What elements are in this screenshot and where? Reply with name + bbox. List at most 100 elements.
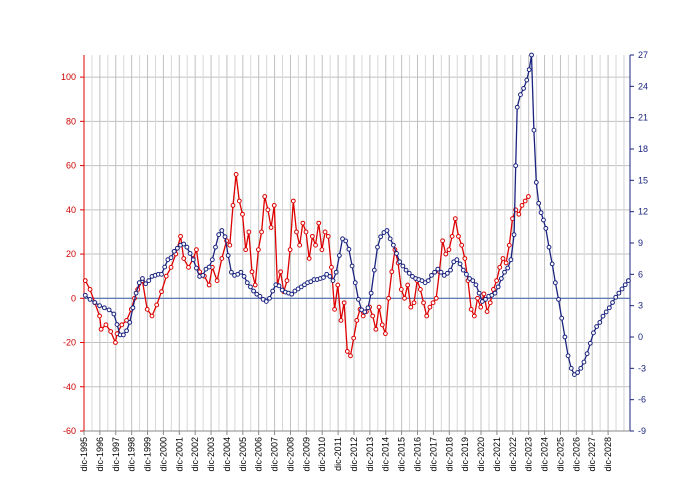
axes: [80, 54, 634, 435]
red-series-point: [290, 198, 296, 204]
x-tick-label: dic-2023: [524, 437, 534, 472]
red-series-point: [278, 269, 284, 275]
blue-series-point: [538, 210, 544, 216]
blue-series-point: [330, 278, 336, 284]
blue-series-point: [101, 305, 107, 311]
blue-series-point: [127, 319, 133, 325]
red-series-point: [163, 273, 169, 279]
red-series-point: [262, 194, 268, 199]
red-series-point: [300, 220, 306, 226]
red-series-point: [427, 304, 433, 310]
red-series-point: [144, 306, 150, 312]
red-series-point: [252, 282, 258, 288]
red-series-point: [497, 264, 503, 270]
blue-series-point: [476, 290, 482, 296]
blue-series-point: [248, 284, 253, 290]
x-tick-label: dic-1997: [111, 437, 121, 472]
blue-series-point: [578, 365, 584, 371]
x-tick-label: dic-1999: [143, 437, 153, 472]
blue-series-point: [219, 228, 225, 233]
blue-series-point: [591, 330, 596, 336]
red-series-point: [255, 247, 261, 253]
red-series-point: [214, 278, 220, 284]
red-series-point: [194, 247, 199, 253]
blue-series-point: [457, 261, 463, 267]
red-series-point: [119, 322, 125, 328]
blue-series-point: [292, 288, 298, 294]
blue-series-point: [587, 340, 593, 346]
red-series-point: [478, 304, 484, 310]
x-tick-label: dic-2015: [397, 437, 407, 472]
blue-series-point: [454, 257, 460, 263]
blue-series-point: [483, 297, 488, 302]
left-tick-label: 40: [66, 205, 76, 215]
left-tick-label: 80: [66, 116, 76, 126]
red-series-point: [154, 302, 160, 308]
blue-series-point: [556, 297, 561, 302]
blue-series-point: [159, 271, 164, 277]
blue-series-point: [518, 92, 523, 98]
red-series-point: [386, 295, 392, 301]
blue-series-point: [200, 272, 206, 278]
blue-series-point: [216, 232, 222, 238]
blue-series-point: [174, 245, 180, 251]
blue-series-point: [244, 280, 250, 286]
blue-series-point: [222, 234, 228, 240]
red-series-point: [354, 318, 360, 323]
red-series-point: [506, 242, 512, 248]
right-tick-label: 15: [638, 175, 648, 185]
blue-series-point: [362, 309, 368, 315]
x-tick-label: dic-2003: [206, 437, 216, 472]
blue-series-point: [390, 242, 396, 248]
right-tick-label: 9: [638, 238, 643, 248]
x-tick-label: dic-2010: [317, 437, 327, 472]
blue-series-point: [327, 274, 333, 279]
blue-series-point: [378, 234, 384, 240]
red-series-point: [484, 309, 490, 314]
red-series-point: [325, 233, 331, 239]
left-tick-label: -40: [63, 382, 76, 392]
red-series-point: [227, 242, 233, 248]
right-tick-label: 0: [638, 332, 643, 342]
blue-series-point: [508, 257, 514, 263]
blue-series-point: [492, 290, 498, 296]
red-series-point: [452, 216, 458, 222]
red-series-point: [379, 322, 385, 328]
blue-series-point: [626, 278, 631, 284]
blue-series-point: [603, 309, 609, 315]
blue-series-point: [206, 264, 212, 270]
blue-series-point: [619, 286, 625, 292]
blue-series-point: [298, 284, 304, 290]
blue-series-point: [464, 271, 469, 277]
red-series-point: [186, 264, 191, 270]
blue-series-point: [541, 217, 546, 223]
blue-series-point: [502, 269, 507, 275]
blue-series-point: [308, 279, 314, 285]
blue-series-point: [489, 292, 495, 298]
red-series-point: [383, 331, 388, 337]
blue-series-point: [321, 275, 326, 280]
blue-series-point: [92, 300, 98, 305]
blue-series-point: [438, 269, 444, 275]
red-series-point: [475, 295, 480, 301]
red-series-point: [149, 313, 155, 319]
blue-series-point: [254, 291, 260, 297]
blue-series-point: [521, 86, 526, 91]
blue-series-point: [213, 244, 218, 250]
blue-series-point: [546, 244, 552, 250]
blue-series-point: [260, 297, 266, 302]
red-series-point: [284, 278, 290, 284]
blue-series-point: [187, 251, 193, 256]
blue-series-point: [257, 293, 263, 299]
red-series-point: [249, 269, 255, 275]
blue-series-point: [343, 238, 349, 244]
blue-series-point: [584, 351, 590, 357]
blue-series-point: [397, 259, 403, 265]
x-tick-label: dic-2021: [492, 437, 502, 472]
blue-series-point: [336, 253, 342, 258]
red-series-point: [335, 282, 341, 288]
red-series-point: [370, 313, 376, 319]
blue-series-point: [394, 251, 399, 256]
blue-series-point: [143, 281, 149, 287]
blue-series-point: [441, 272, 447, 278]
